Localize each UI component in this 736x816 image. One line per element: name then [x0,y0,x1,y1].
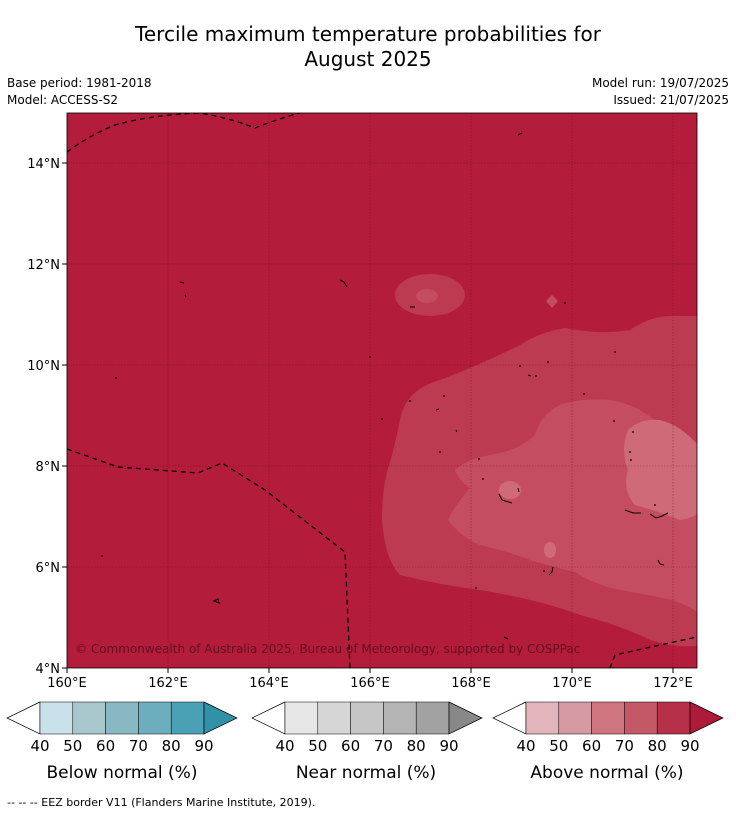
model-run: Model run: 19/07/2025 [591,76,729,90]
colorbar-segment [170,701,205,735]
colorbar-upper-extend [448,701,483,735]
colorbar-segment [350,701,384,735]
colorbar-tick-label: 40 [275,737,294,755]
colorbar-segment [284,701,319,735]
colorbar-tick-label: 60 [341,737,360,755]
lat-tick-label: 14°N [27,157,60,172]
probability-patch-island [499,481,521,499]
lon-tick-label: 168°E [451,676,491,691]
title-line-2: August 2025 [304,47,432,71]
issued-date: Issued: 21/07/2025 [613,93,729,107]
probability-patch-south [544,542,556,558]
colorbar-segment [591,701,625,735]
colorbar-lower-extend [492,701,527,735]
colorbar-tick-label: 60 [582,737,601,755]
colorbar-upper-extend [689,701,724,735]
colorbar-tick-label: 80 [648,737,667,755]
map-gridlines [67,113,697,668]
colorbar-lower-extend [251,701,286,735]
colorbar-segment [415,701,450,735]
base-period: Base period: 1981-2018 [7,76,152,90]
colorbar-segment [624,701,658,735]
colorbar-tick-label: 50 [308,737,327,755]
eez-border-lines [67,113,697,668]
colorbar-segment [656,701,691,735]
colorbar-tick-label: 70 [615,737,634,755]
lon-tick-label: 160°E [47,676,87,691]
lon-tick-label: 172°E [653,676,693,691]
colorbar-tick-label: 90 [439,737,458,755]
colorbar-tick-label: 40 [516,737,535,755]
lat-tick-label: 4°N [36,662,61,677]
probability-patch-small [546,295,558,308]
colorbar-tick-label: 90 [194,737,213,755]
lat-tick-label: 12°N [27,258,60,273]
colorbar-segment [39,701,74,735]
island-dots [101,302,656,572]
colorbar-segment [558,701,592,735]
colorbars: 40 50 60 70 80 90 Below normal (%) 40 50 60 70 80 90… [6,701,724,783]
map-title: Tercile maximum temperature probabilitie… [0,22,736,72]
lat-tick-label: 10°N [27,359,60,374]
map-area [67,113,697,668]
colorbar-upper-extend [203,701,238,735]
colorbar-tick-label: 70 [374,737,393,755]
colorbar-label: Above normal (%) [530,763,683,783]
colorbar-2: 40 50 60 70 80 90 Above normal (%) [492,701,724,783]
colorbar-tick-label: 70 [129,737,148,755]
colorbar-tick-label: 90 [680,737,699,755]
lon-tick-label: 164°E [249,676,289,691]
colorbar-segment [525,701,560,735]
colorbar-lower-extend [6,701,41,735]
lon-tick-label: 166°E [350,676,390,691]
island-outlines [179,118,697,640]
lat-ticks: 14°N 12°N 10°N 8°N 6°N 4°N [27,157,67,677]
colorbar-label: Near normal (%) [296,763,436,783]
colorbar-tick-label: 60 [96,737,115,755]
lon-tick-label: 170°E [552,676,592,691]
colorbar-label: Below normal (%) [47,763,198,783]
colorbar-tick-label: 50 [549,737,568,755]
meta-right: Model run: 19/07/2025 Issued: 21/07/2025 [592,75,729,109]
colorbar-tick-label: 40 [30,737,49,755]
copyright-text: © Commonwealth of Australia 2025, Bureau… [75,642,580,656]
model-name: Model: ACCESS-S2 [7,93,119,107]
colorbar-segment [105,701,139,735]
colorbar-tick-label: 80 [407,737,426,755]
colorbar-segment [383,701,417,735]
meta-left: Base period: 1981-2018 Model: ACCESS-S2 [7,75,152,109]
colorbar-segment [317,701,351,735]
lon-ticks: 160°E 162°E 164°E 166°E 168°E 170°E 172°… [47,668,693,691]
colorbar-tick-label: 50 [63,737,82,755]
colorbar-0: 40 50 60 70 80 90 Below normal (%) [6,701,238,783]
lat-tick-label: 6°N [36,561,61,576]
probability-patch-north-core [416,289,438,303]
eez-footnote: -- -- -- EEZ border V11 (Flanders Marine… [7,796,316,809]
colorbar-segment [138,701,172,735]
colorbar-segment [72,701,106,735]
lon-tick-label: 162°E [148,676,188,691]
title-line-1: Tercile maximum temperature probabilitie… [135,22,601,46]
probability-fill-50 [624,419,697,520]
lat-tick-label: 8°N [36,460,61,475]
colorbar-tick-label: 80 [162,737,181,755]
map-frame [66,112,698,669]
